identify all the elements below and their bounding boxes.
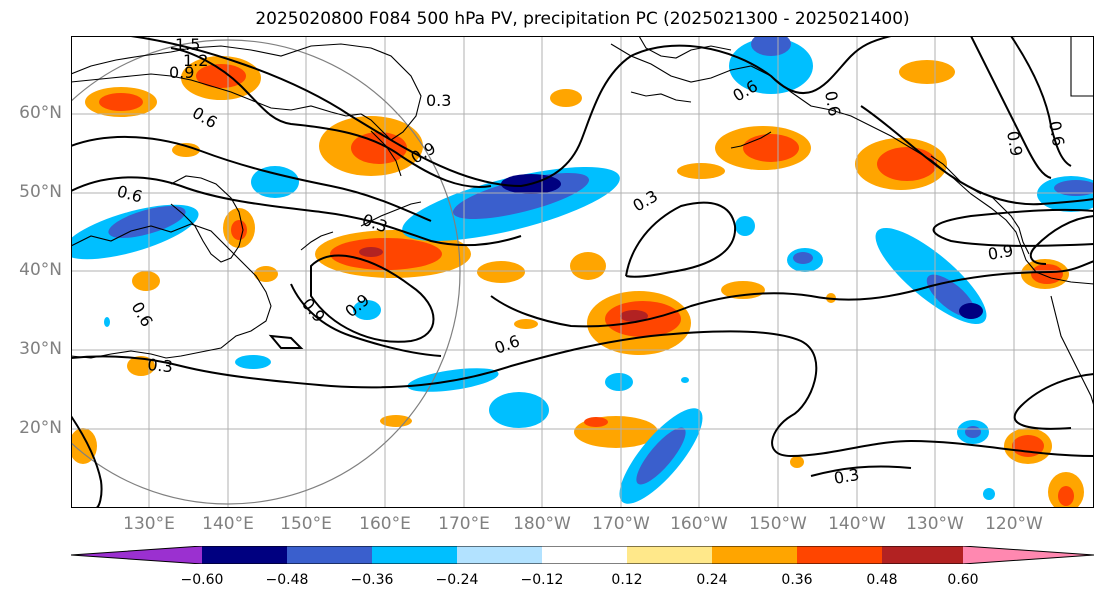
- colorbar-tick-label: 0.12: [611, 572, 643, 588]
- lon-label: 170°E: [438, 514, 490, 534]
- colorbar-cell-0: [71, 546, 202, 564]
- pv-contours: [71, 36, 1094, 508]
- contour-label: 0.6: [821, 89, 844, 117]
- contour-label: 0.9: [1003, 129, 1026, 157]
- colorbar-cell-4: [457, 546, 542, 564]
- contour-label: 1.2: [183, 51, 208, 70]
- colorbar-tick-label: 0.24: [696, 572, 728, 588]
- contour-label: 0.3: [147, 355, 174, 376]
- colorbar-tick-label: −0.48: [265, 572, 309, 588]
- map-title: 2025020800 F084 500 hPa PV, precipitatio…: [255, 9, 910, 29]
- lat-label: 50°N: [19, 182, 62, 202]
- lon-label: 180°W: [513, 514, 571, 534]
- colorbar-tick-label: −0.24: [435, 572, 479, 588]
- colorbar-tick-label: −0.36: [350, 572, 394, 588]
- precipitation-shading: [71, 36, 1094, 508]
- positive-anomaly-regions: [71, 56, 1084, 508]
- contour-label: 0.3: [426, 91, 451, 110]
- lon-label: 170°W: [592, 514, 650, 534]
- colorbar-cell-9: [882, 546, 963, 564]
- lon-label: 130°W: [906, 514, 964, 534]
- colorbar-cell-2: [287, 546, 372, 564]
- coastlines: [71, 36, 1094, 407]
- colorbar: [71, 546, 1094, 564]
- contour-label: 0.6: [1045, 119, 1068, 147]
- colorbar-tick-label: −0.12: [520, 572, 564, 588]
- lon-label: 140°E: [202, 514, 254, 534]
- colorbar-tick-label: 0.48: [866, 572, 898, 588]
- lat-label: 40°N: [19, 260, 62, 280]
- colorbar-cell-10: [963, 546, 1094, 564]
- colorbar-cell-1: [202, 546, 287, 564]
- lon-label: 160°E: [359, 514, 411, 534]
- range-circle: [71, 39, 461, 505]
- colorbar-tick-label: −0.60: [180, 572, 224, 588]
- colorbar-cell-7: [712, 546, 797, 564]
- colorbar-tick-label: 0.36: [781, 572, 813, 588]
- lon-label: 150°E: [280, 514, 332, 534]
- lat-label: 60°N: [19, 103, 62, 123]
- lon-label: 160°W: [670, 514, 728, 534]
- contour-label: 0.3: [832, 465, 860, 488]
- contour-label: 0.9: [169, 63, 194, 82]
- negative-anomaly-regions: [71, 36, 1094, 504]
- colorbar-cell-3: [372, 546, 457, 564]
- lon-label: 150°W: [749, 514, 807, 534]
- colorbar-cell-6: [627, 546, 712, 564]
- lon-label: 140°W: [828, 514, 886, 534]
- colorbar-cell-5: [542, 546, 627, 564]
- lon-label: 130°E: [123, 514, 175, 534]
- contour-label: 1.5: [175, 36, 200, 54]
- colorbar-cell-8: [797, 546, 882, 564]
- lon-label: 120°W: [985, 514, 1043, 534]
- contour-label: 0.9: [986, 241, 1014, 264]
- lat-label: 30°N: [19, 339, 62, 359]
- colorbar-tick-label: 0.60: [947, 572, 979, 588]
- lat-label: 20°N: [19, 418, 62, 438]
- map-panel: 1.5 1.2 0.9 0.6 0.9 0.9 0.6 0.3 0.6 0.3 …: [71, 36, 1094, 508]
- gridlines: [71, 36, 1094, 508]
